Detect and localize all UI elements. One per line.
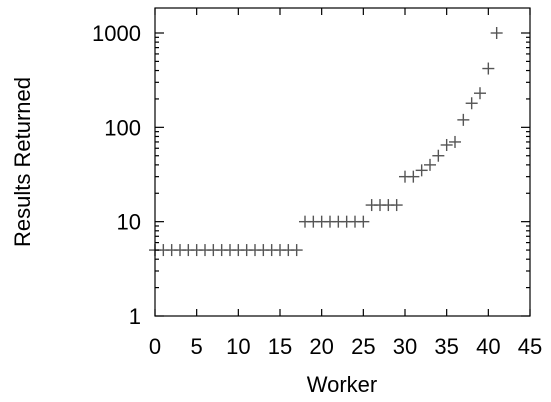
data-points [149,27,503,257]
data-point [290,244,303,257]
y-tick-label: 1000 [92,21,141,46]
x-axis-ticks: 0 5 10 15 20 25 30 35 40 45 [149,8,542,359]
x-tick-label: 20 [309,334,333,359]
x-tick-label: 15 [268,334,292,359]
x-tick-label: 45 [518,334,542,359]
x-tick-label: 30 [393,334,417,359]
y-tick-label: 100 [104,115,141,140]
y-axis-ticks: 1 10 100 1000 [92,21,530,329]
x-axis-label: Worker [307,372,378,397]
data-point [449,135,461,148]
x-tick-label: 25 [351,334,375,359]
data-point [482,62,495,75]
data-point [490,27,503,39]
x-tick-label: 0 [149,334,161,359]
y-tick-label: 10 [117,210,141,235]
x-tick-label: 5 [191,334,203,359]
data-point [457,113,470,126]
y-tick-label: 1 [129,304,141,329]
data-point [465,97,478,110]
x-tick-label: 40 [476,334,500,359]
x-tick-label: 10 [226,334,250,359]
y-axis-label: Results Returned [10,77,35,247]
data-point [432,149,445,162]
data-point [440,138,453,151]
data-point [390,199,403,212]
data-point [407,170,420,183]
x-tick-label: 35 [434,334,458,359]
data-point [415,164,428,177]
data-point [424,158,436,171]
data-point [474,87,486,100]
data-point [357,215,370,228]
plot-frame [154,7,531,317]
